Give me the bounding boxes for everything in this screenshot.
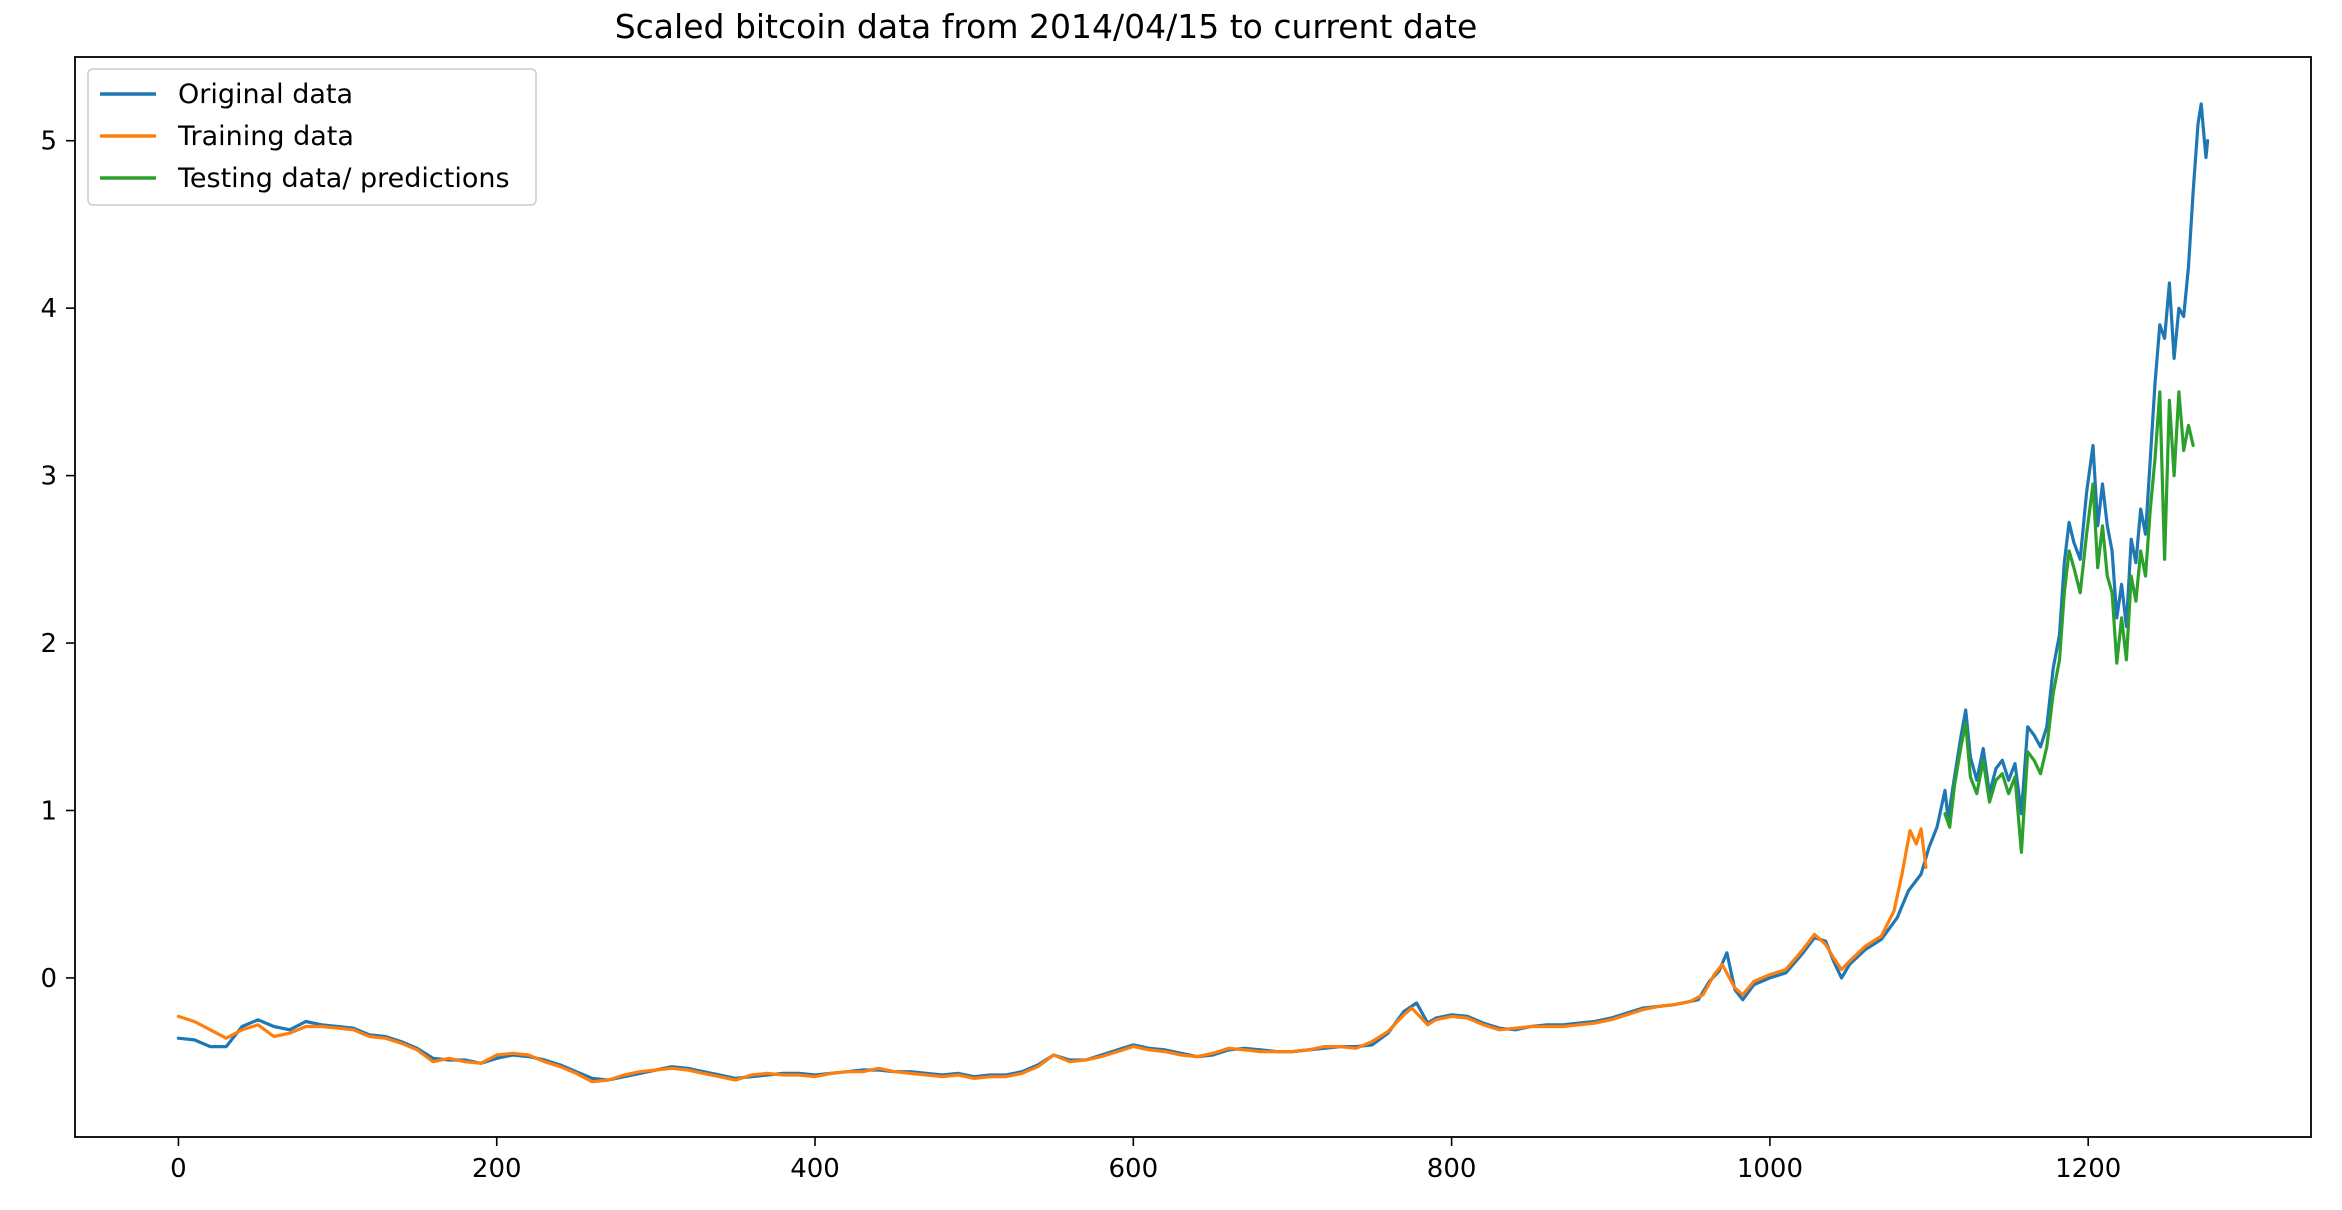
series-layer [176,102,2210,1084]
series-line-0 [176,102,2210,1082]
x-tick-label: 0 [170,1154,187,1184]
y-tick-label: 2 [40,629,57,659]
y-tick-label: 1 [40,796,57,826]
y-tick-label: 0 [40,964,57,994]
legend: Original data Training data Testing data/ … [87,68,537,206]
series-line-1 [176,827,1928,1084]
legend-label-1: Training data [177,121,354,152]
legend-label-0: Original data [178,79,353,110]
x-tick-label: 800 [1427,1154,1477,1184]
y-tick-label: 5 [40,127,57,157]
x-tick-label: 1200 [2055,1154,2121,1184]
chart-title: Scaled bitcoin data from 2014/04/15 to c… [615,7,1478,46]
legend-label-2: Testing data/ predictions [177,163,510,194]
axis-layer: 0 200 400 600 800 1000 1200 0 1 2 3 4 5 [40,127,2121,1184]
x-tick-label: 1000 [1737,1154,1803,1184]
y-tick-label: 4 [40,294,57,324]
series-line-2 [1943,390,2195,854]
y-tick-label: 3 [40,462,57,492]
x-tick-label: 200 [472,1154,522,1184]
x-tick-label: 400 [790,1154,840,1184]
x-tick-label: 600 [1109,1154,1159,1184]
plot-frame [74,56,2312,1138]
legend-box [87,68,537,206]
